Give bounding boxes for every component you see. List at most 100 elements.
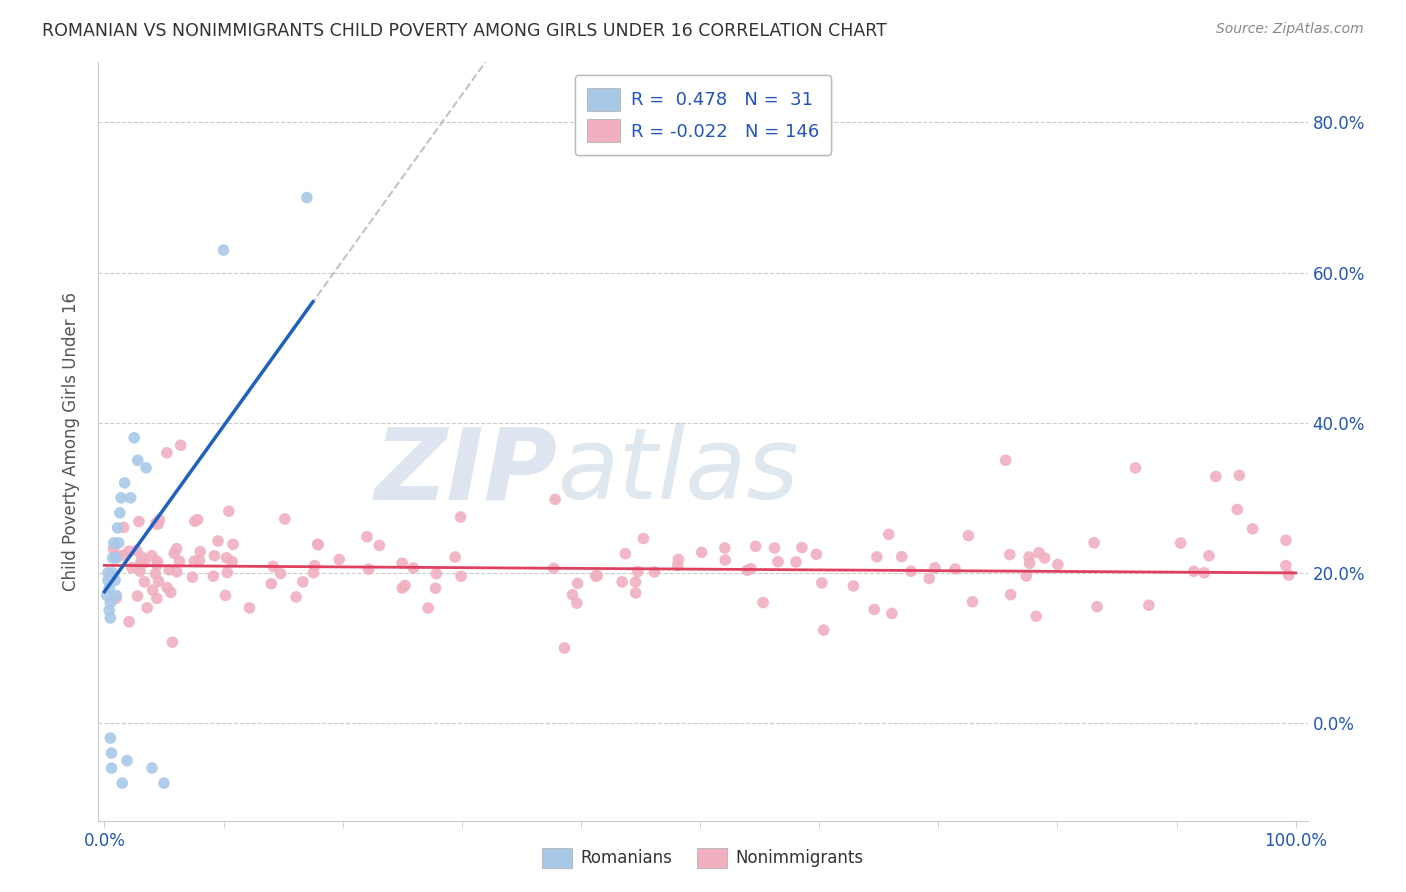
Point xyxy=(98,581,121,595)
Point xyxy=(217,566,239,580)
Point xyxy=(98,603,121,617)
Point xyxy=(157,563,180,577)
Point xyxy=(866,549,889,564)
Point xyxy=(450,569,472,583)
Point xyxy=(307,537,329,551)
Point xyxy=(357,562,380,576)
Point xyxy=(187,513,209,527)
Point xyxy=(262,559,284,574)
Point xyxy=(553,640,575,655)
Point xyxy=(900,564,922,578)
Point xyxy=(1125,460,1147,475)
Point xyxy=(1278,568,1301,582)
Point xyxy=(1226,502,1249,516)
Point xyxy=(274,512,297,526)
Point xyxy=(107,536,129,550)
Point xyxy=(1018,557,1040,571)
Point xyxy=(291,574,314,589)
Point xyxy=(565,596,588,610)
Point xyxy=(1025,609,1047,624)
Point xyxy=(110,491,132,505)
Point xyxy=(1085,599,1108,614)
Point xyxy=(115,754,138,768)
Point xyxy=(184,514,207,528)
Point xyxy=(307,538,329,552)
Point xyxy=(624,574,647,589)
Point xyxy=(943,562,966,576)
Point xyxy=(666,558,689,573)
Point xyxy=(285,590,308,604)
Point xyxy=(1137,599,1160,613)
Point xyxy=(125,543,148,558)
Point xyxy=(1182,565,1205,579)
Point xyxy=(127,589,149,603)
Point xyxy=(1015,569,1038,583)
Point xyxy=(127,453,149,467)
Point xyxy=(806,547,828,561)
Point xyxy=(142,583,165,598)
Point xyxy=(666,552,689,566)
Point xyxy=(890,549,912,564)
Point xyxy=(134,556,156,570)
Point xyxy=(188,553,211,567)
Point xyxy=(107,521,129,535)
Text: atlas: atlas xyxy=(558,424,800,520)
Point xyxy=(304,558,326,573)
Point xyxy=(111,549,134,563)
Point xyxy=(98,731,121,745)
Point xyxy=(585,569,607,583)
Point xyxy=(202,569,225,583)
Point xyxy=(128,515,150,529)
Point xyxy=(1198,549,1220,563)
Point xyxy=(714,553,737,567)
Point xyxy=(737,563,759,577)
Point xyxy=(148,513,170,527)
Point xyxy=(181,570,204,584)
Text: Source: ZipAtlas.com: Source: ZipAtlas.com xyxy=(1216,22,1364,37)
Point xyxy=(207,534,229,549)
Point xyxy=(614,547,637,561)
Point xyxy=(766,555,789,569)
Point xyxy=(159,585,181,599)
Point xyxy=(145,516,167,531)
Point xyxy=(118,615,141,629)
Point xyxy=(612,574,634,589)
Point xyxy=(100,761,122,775)
Point xyxy=(561,588,583,602)
Point xyxy=(98,611,121,625)
Point xyxy=(402,561,425,575)
Point xyxy=(1205,469,1227,483)
Point xyxy=(714,541,737,555)
Point xyxy=(785,555,807,569)
Point xyxy=(97,566,120,580)
Point xyxy=(146,558,169,572)
Point xyxy=(131,549,153,564)
Point xyxy=(121,560,143,574)
Point xyxy=(633,532,655,546)
Legend: R =  0.478   N =  31, R = -0.022   N = 146: R = 0.478 N = 31, R = -0.022 N = 146 xyxy=(575,75,831,155)
Point xyxy=(100,746,122,760)
Point xyxy=(105,549,128,564)
Point xyxy=(356,530,378,544)
Point xyxy=(98,596,121,610)
Point xyxy=(444,549,467,564)
Point xyxy=(166,565,188,579)
Point xyxy=(134,574,156,589)
Point xyxy=(214,588,236,602)
Point xyxy=(98,569,121,583)
Point xyxy=(136,600,159,615)
Point xyxy=(170,438,193,452)
Point xyxy=(302,566,325,580)
Point xyxy=(998,548,1021,562)
Point xyxy=(122,431,145,445)
Point xyxy=(238,601,260,615)
Point xyxy=(863,602,886,616)
Point xyxy=(643,565,665,579)
Point xyxy=(215,550,238,565)
Point xyxy=(108,506,131,520)
Point xyxy=(96,589,118,603)
Point xyxy=(114,475,136,490)
Point xyxy=(1241,522,1264,536)
Point xyxy=(842,579,865,593)
Point xyxy=(141,761,163,775)
